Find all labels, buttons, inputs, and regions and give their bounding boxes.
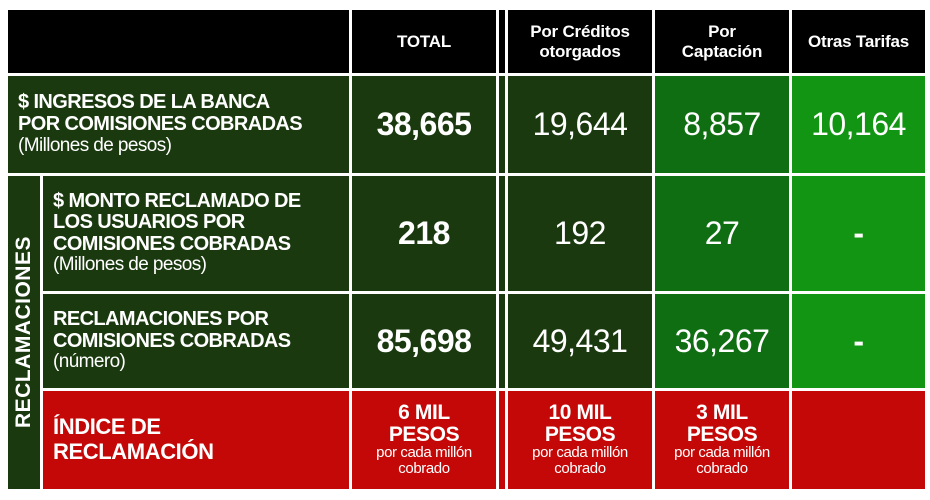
row-ingresos: $ INGRESOS DE LA BANCA POR COMISIONES CO… [8,76,925,173]
indice-creditos-cell: 10 MIL PESOS por cada millón cobrado [508,391,652,489]
ingresos-label-cell: $ INGRESOS DE LA BANCA POR COMISIONES CO… [8,76,349,173]
monto-otras-value: - [853,215,864,251]
numero-title: RECLAMACIONES POR COMISIONES COBRADAS [53,307,291,352]
header-captacion-cell: Por Captación [655,10,789,73]
header-creditos-label: Por Créditos otorgados [530,21,630,61]
numero-subtitle: (número) [53,351,126,373]
reclamaciones-group-rows: $ MONTO RECLAMADO DE LOS USUARIOS POR CO… [43,176,925,489]
row-indice: ÍNDICE DE RECLAMACIÓN 6 MIL PESOS por ca… [43,391,925,489]
header-otras-label: Otras Tarifas [807,31,910,51]
numero-otras-cell: - [792,294,925,388]
header-captacion-label: Por Captación [681,21,763,61]
row-spacer [499,76,505,173]
indice-label-cell: ÍNDICE DE RECLAMACIÓN [43,391,349,489]
indice-captacion-amount: 3 MIL PESOS [686,401,758,446]
monto-otras-cell: - [792,176,925,291]
indice-total-unit: por cada millón cobrado [376,444,472,478]
numero-creditos-cell: 49,431 [508,294,652,388]
numero-creditos-value: 49,431 [532,322,628,359]
reclamaciones-group-label: RECLAMACIONES [12,236,35,429]
ingresos-captacion-cell: 8,857 [655,76,789,173]
ingresos-creditos-value: 19,644 [532,106,628,142]
header-total-label: TOTAL [396,31,452,51]
monto-creditos-value: 192 [554,215,606,251]
indice-total-cell: 6 MIL PESOS por cada millón cobrado [352,391,496,489]
commissions-table: TOTAL Por Créditos otorgados Por Captaci… [8,10,925,489]
ingresos-total-value: 38,665 [376,106,472,142]
monto-label-cell: $ MONTO RECLAMADO DE LOS USUARIOS POR CO… [43,176,349,291]
row-monto: $ MONTO RECLAMADO DE LOS USUARIOS POR CO… [43,176,925,291]
ingresos-title: $ INGRESOS DE LA BANCA POR COMISIONES CO… [18,91,303,136]
row-spacer [499,391,505,489]
indice-captacion-unit: por cada millón cobrado [674,444,770,478]
indice-creditos-unit: por cada millón cobrado [532,444,628,478]
ingresos-otras-cell: 10,164 [792,76,925,173]
reclamaciones-group-strip: RECLAMACIONES [8,176,40,489]
header-row: TOTAL Por Créditos otorgados Por Captaci… [8,10,925,73]
monto-captacion-cell: 27 [655,176,789,291]
monto-title: $ MONTO RECLAMADO DE LOS USUARIOS POR CO… [53,189,301,255]
numero-captacion-value: 36,267 [674,322,770,359]
header-spacer [499,10,505,73]
indice-creditos-amount: 10 MIL PESOS [544,401,616,446]
numero-captacion-cell: 36,267 [655,294,789,388]
monto-total-cell: 218 [352,176,496,291]
numero-total-cell: 85,698 [352,294,496,388]
ingresos-total-cell: 38,665 [352,76,496,173]
header-otras-cell: Otras Tarifas [792,10,925,73]
ingresos-captacion-value: 8,857 [683,106,761,142]
row-numero: RECLAMACIONES POR COMISIONES COBRADAS (n… [43,294,925,388]
ingresos-subtitle: (Millones de pesos) [18,134,172,156]
monto-total-value: 218 [398,215,450,251]
numero-otras-value: - [853,322,864,359]
monto-subtitle: (Millones de pesos) [53,254,207,276]
indice-captacion-cell: 3 MIL PESOS por cada millón cobrado [655,391,789,489]
row-spacer [499,176,505,291]
numero-total-value: 85,698 [376,322,472,359]
reclamaciones-group: RECLAMACIONES $ MONTO RECLAMADO DE LOS U… [8,176,925,489]
monto-creditos-cell: 192 [508,176,652,291]
row-spacer [499,294,505,388]
indice-otras-cell [792,391,925,489]
ingresos-creditos-cell: 19,644 [508,76,652,173]
numero-label-cell: RECLAMACIONES POR COMISIONES COBRADAS (n… [43,294,349,388]
indice-total-amount: 6 MIL PESOS [388,401,460,446]
header-creditos-cell: Por Créditos otorgados [508,10,652,73]
ingresos-otras-value: 10,164 [811,106,906,142]
monto-captacion-value: 27 [704,215,740,251]
header-corner-cell [8,10,349,73]
header-total-cell: TOTAL [352,10,496,73]
indice-title: ÍNDICE DE RECLAMACIÓN [53,414,214,464]
